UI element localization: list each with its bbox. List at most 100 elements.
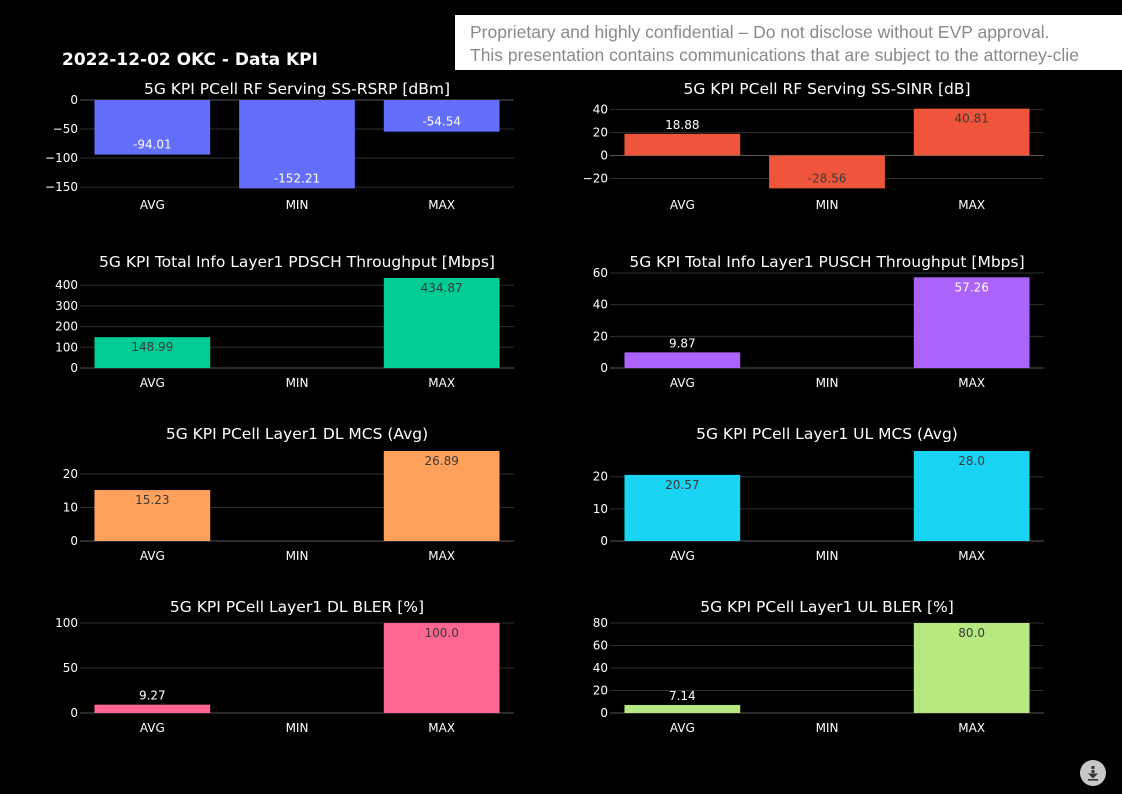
bar [383, 278, 500, 368]
data-label: -54.54 [422, 115, 461, 129]
banner-line-2: This presentation contains communication… [470, 45, 1079, 65]
y-tick-label: 0 [70, 93, 78, 107]
chart-title: 5G KPI PCell RF Serving SS-SINR [dB] [683, 80, 970, 98]
banner-line-1: Proprietary and highly confidential – Do… [470, 22, 1050, 42]
x-tick-label: AVG [140, 198, 165, 212]
bar [239, 100, 355, 189]
y-tick-label: 0 [70, 706, 78, 720]
y-tick-label: 20 [593, 126, 608, 140]
y-tick-label: 20 [63, 467, 78, 481]
y-tick-label: 100 [55, 616, 78, 630]
bar [94, 337, 211, 368]
data-label: 9.87 [669, 336, 696, 350]
bar [624, 352, 741, 368]
y-tick-label: 20 [593, 470, 608, 484]
x-tick-label: MAX [428, 721, 455, 735]
bar [383, 623, 500, 713]
bar [383, 100, 500, 132]
bar [913, 623, 1030, 713]
y-tick-label: 10 [593, 502, 608, 516]
data-label: 40.81 [954, 112, 988, 126]
x-tick-label: MIN [286, 198, 309, 212]
data-label: 7.14 [669, 689, 696, 703]
data-label: 148.99 [131, 340, 173, 354]
y-tick-label: 40 [593, 103, 608, 117]
data-label: 434.87 [421, 281, 463, 295]
y-tick-label: 0 [70, 361, 78, 375]
y-tick-label: 0 [600, 534, 608, 548]
y-tick-label: −50 [53, 122, 78, 136]
chart-title: 5G KPI Total Info Layer1 PUSCH Throughpu… [629, 253, 1024, 271]
y-tick-label: −20 [583, 172, 608, 186]
bar [94, 100, 211, 155]
y-tick-label: 0 [600, 706, 608, 720]
x-tick-label: MIN [286, 376, 309, 390]
bar [624, 474, 741, 541]
x-tick-label: MAX [958, 721, 985, 735]
data-label: -28.56 [808, 171, 847, 185]
y-tick-label: 400 [55, 278, 78, 292]
x-tick-label: AVG [670, 721, 695, 735]
data-label: 100.0 [424, 626, 458, 640]
y-tick-label: 80 [593, 616, 608, 630]
y-tick-label: 0 [600, 361, 608, 375]
x-tick-label: AVG [670, 376, 695, 390]
bar [913, 277, 1030, 368]
x-tick-label: MAX [428, 549, 455, 563]
x-tick-label: MAX [958, 376, 985, 390]
data-label: 18.88 [665, 118, 699, 132]
bar [913, 451, 1030, 541]
chart-title: 5G KPI PCell Layer1 DL BLER [%] [170, 598, 424, 616]
y-tick-label: 40 [593, 298, 608, 312]
y-tick-label: 10 [63, 501, 78, 515]
page-title: 2022-12-02 OKC - Data KPI [62, 50, 318, 70]
x-tick-label: MAX [428, 376, 455, 390]
bar [624, 704, 741, 713]
y-tick-label: 300 [55, 299, 78, 313]
y-tick-label: 40 [593, 661, 608, 675]
x-tick-label: AVG [670, 198, 695, 212]
y-tick-label: 0 [600, 149, 608, 163]
data-label: 28.0 [958, 454, 985, 468]
download-button[interactable] [1080, 760, 1106, 786]
download-icon [1088, 766, 1098, 781]
y-tick-label: −150 [45, 180, 78, 194]
data-label: 26.89 [424, 454, 458, 468]
x-tick-label: AVG [140, 549, 165, 563]
chart-title: 5G KPI PCell Layer1 UL MCS (Avg) [696, 425, 958, 443]
data-label: -94.01 [133, 138, 172, 152]
y-tick-label: 60 [593, 639, 608, 653]
x-tick-label: MIN [816, 376, 839, 390]
x-tick-label: MIN [816, 198, 839, 212]
chart-title: 5G KPI PCell RF Serving SS-RSRP [dBm] [144, 80, 450, 98]
x-tick-label: MIN [286, 721, 309, 735]
confidentiality-banner: Proprietary and highly confidential – Do… [455, 15, 1122, 70]
y-tick-label: 200 [55, 320, 78, 334]
x-tick-label: MIN [816, 721, 839, 735]
y-tick-label: 20 [593, 329, 608, 343]
y-tick-label: 20 [593, 684, 608, 698]
x-tick-label: AVG [670, 549, 695, 563]
data-label: 80.0 [958, 626, 985, 640]
x-tick-label: MIN [286, 549, 309, 563]
chart-title: 5G KPI PCell Layer1 UL BLER [%] [700, 598, 954, 616]
bar [383, 451, 500, 541]
x-tick-label: MAX [958, 198, 985, 212]
bar [94, 704, 211, 713]
y-tick-label: 100 [55, 340, 78, 354]
data-label: -152.21 [274, 171, 320, 185]
bar [913, 108, 1030, 156]
bar [94, 490, 211, 541]
x-tick-label: MAX [958, 549, 985, 563]
data-label: 15.23 [135, 493, 169, 507]
y-tick-label: 0 [70, 534, 78, 548]
bar [624, 133, 741, 156]
chart-title: 5G KPI Total Info Layer1 PDSCH Throughpu… [99, 253, 495, 271]
x-tick-label: MIN [816, 549, 839, 563]
data-label: 57.26 [954, 280, 988, 294]
x-tick-label: AVG [140, 376, 165, 390]
y-tick-label: 60 [593, 266, 608, 280]
data-label: 9.27 [139, 689, 166, 703]
y-tick-label: 50 [63, 661, 78, 675]
